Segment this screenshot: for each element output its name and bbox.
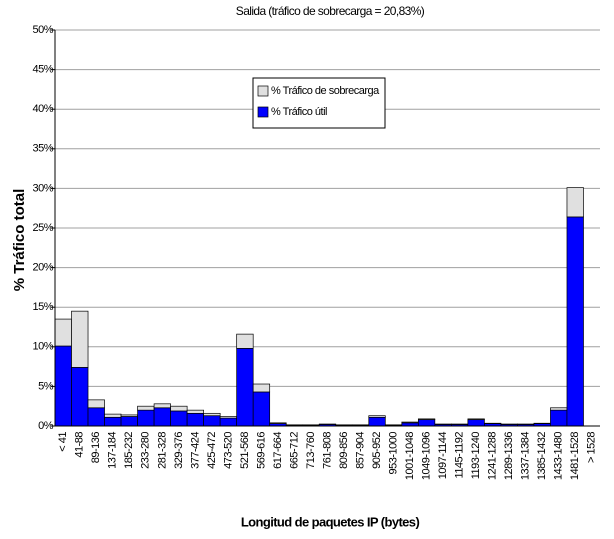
y-tick-label: 25% — [32, 222, 53, 234]
bar-segment — [104, 416, 122, 427]
x-tick-label: 1337-1384 — [520, 432, 532, 480]
bar-segment — [252, 383, 271, 393]
y-tick-label: 45% — [32, 64, 53, 76]
x-tick-label: 1289-1336 — [503, 432, 515, 480]
bar-segment — [219, 416, 238, 419]
x-tick-label: 233-280 — [140, 432, 152, 469]
y-tick-label: 5% — [38, 380, 54, 392]
y-tick-label: 40% — [32, 103, 53, 115]
x-tick-label: 569-616 — [255, 432, 267, 469]
bar-segment — [170, 410, 188, 427]
y-tick-label: 35% — [32, 143, 53, 155]
x-tick-label: 1193-1240 — [470, 432, 482, 480]
bar-segment — [417, 418, 436, 421]
y-tick-label: 10% — [32, 341, 53, 353]
bar-segment — [368, 416, 386, 427]
x-tick-label: 905-952 — [371, 432, 383, 469]
legend-label: % Tráfico útil — [271, 106, 327, 118]
y-axis-label: % Tráfico total — [11, 189, 28, 292]
bar-segment — [54, 345, 72, 427]
x-tick-label: 377-424 — [189, 432, 201, 469]
x-tick-label: 1241-1288 — [487, 432, 499, 480]
x-tick-label: 41-88 — [74, 432, 86, 458]
bar-segment — [137, 405, 155, 411]
bar-segment — [236, 333, 254, 349]
y-tick-label: 15% — [32, 301, 53, 313]
x-tick-label: 1481-1528 — [569, 432, 581, 480]
bar-segment — [219, 417, 238, 427]
y-tick-label: 20% — [32, 262, 53, 274]
x-tick-label: 137-184 — [107, 432, 119, 469]
bar-segment — [71, 367, 89, 427]
y-tick-label: 30% — [32, 182, 53, 194]
chart-title: Salida (tráfico de sobrecarga = 20,83%) — [236, 4, 425, 18]
bar-segment — [467, 418, 485, 421]
legend-box — [252, 77, 386, 129]
bar-segment — [87, 399, 105, 409]
bar-segment — [401, 421, 419, 424]
bar-segment — [550, 407, 568, 411]
x-tick-label: 761-808 — [321, 432, 333, 469]
legend-swatch — [257, 85, 269, 97]
bar-segment — [71, 310, 89, 368]
x-tick-label: < 41 — [57, 432, 69, 452]
bar-segment — [203, 412, 221, 417]
bar-segment — [236, 348, 254, 427]
x-tick-label: 1145-1192 — [454, 432, 466, 479]
bar-segment — [566, 187, 584, 218]
bar-segment — [104, 413, 122, 418]
x-tick-label: 665-712 — [288, 432, 300, 469]
y-tick-label: 0% — [38, 420, 54, 432]
x-tick-label: 953-1000 — [387, 432, 399, 475]
x-tick-label: 617-664 — [272, 432, 284, 469]
x-tick-label: 809-856 — [338, 432, 350, 469]
x-tick-label: 1049-1096 — [420, 432, 432, 480]
bar-segment — [417, 419, 436, 427]
legend-swatch — [257, 106, 269, 118]
x-tick-label: 185-232 — [123, 432, 135, 469]
x-tick-label: 713-760 — [305, 432, 317, 469]
bar-segment — [120, 414, 138, 417]
bar-segment — [170, 405, 188, 412]
bar-segment — [203, 415, 221, 427]
bar-segment — [269, 422, 287, 424]
bar-segment — [137, 409, 155, 427]
bar-segment — [550, 409, 568, 427]
x-tick-label: 473-520 — [222, 432, 234, 469]
x-tick-label: 857-904 — [354, 432, 366, 469]
bar-segment — [87, 407, 105, 427]
bar-segment — [120, 416, 138, 427]
x-tick-label: > 1528 — [586, 432, 598, 463]
bar-segment — [368, 415, 386, 418]
x-tick-label: 425-472 — [206, 432, 218, 469]
x-tick-label: 1001-1048 — [404, 432, 416, 480]
bar-segment — [186, 412, 204, 427]
x-tick-label: 1385-1432 — [536, 432, 548, 480]
x-tick-label: 521-568 — [239, 432, 251, 469]
x-tick-label: 1097-1144 — [437, 432, 449, 480]
y-tick-label: 50% — [32, 24, 53, 36]
bar-segment — [153, 403, 171, 409]
bar-segment — [566, 216, 584, 427]
x-tick-label: 89-136 — [90, 432, 102, 464]
x-tick-label: 281-328 — [156, 432, 168, 469]
bar-segment — [467, 419, 485, 427]
legend-label: % Tráfico de sobrecarga — [271, 85, 380, 97]
bar-segment — [54, 318, 72, 347]
x-tick-label: 329-376 — [173, 432, 185, 469]
bar-segment — [153, 407, 171, 427]
bar-segment — [186, 409, 204, 414]
x-axis-label: Longitud de paquetes IP (bytes) — [241, 514, 420, 529]
x-tick-label: 1433-1480 — [553, 432, 565, 480]
bar-segment — [252, 391, 271, 427]
